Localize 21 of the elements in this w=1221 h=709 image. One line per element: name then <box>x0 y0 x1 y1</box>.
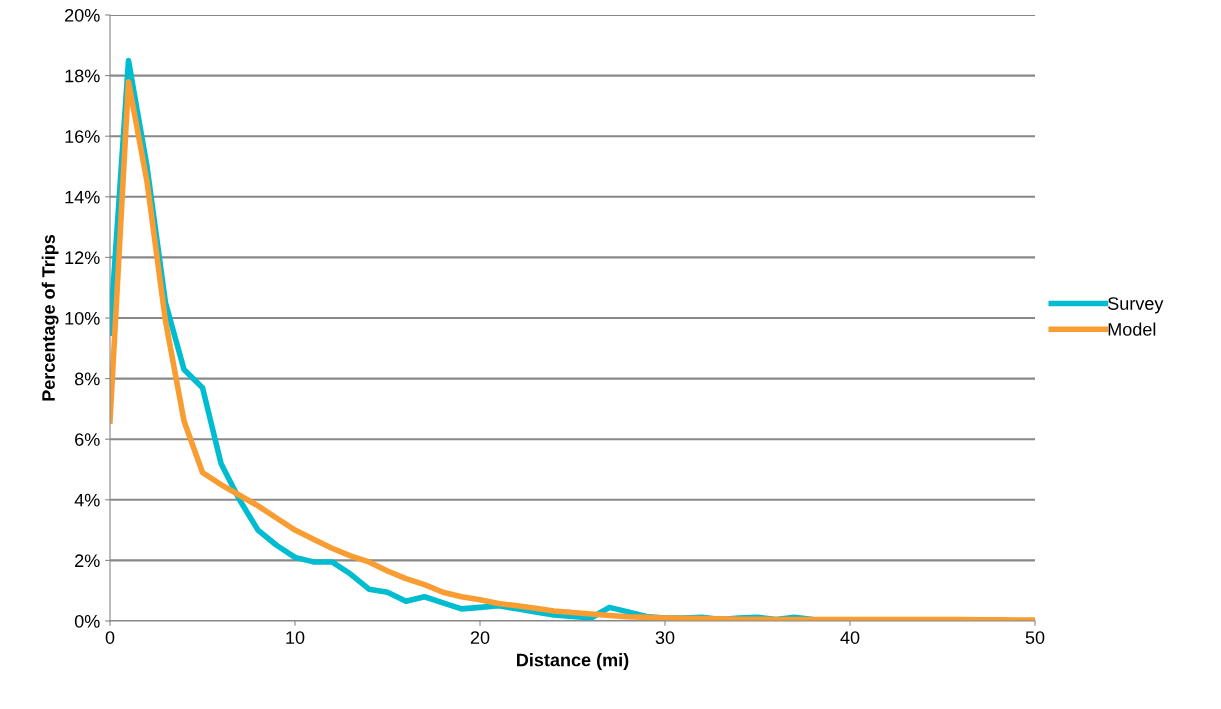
y-tick-label: 16% <box>65 130 100 143</box>
x-tick-label: 50 <box>1025 631 1045 644</box>
y-tick-label: 8% <box>74 372 100 386</box>
y-axis-title: Percentage of Trips <box>41 234 59 401</box>
x-axis-title: Distance (mi) <box>517 653 629 670</box>
y-tick-label: 6% <box>75 433 100 446</box>
y-tick-label: 2% <box>75 554 100 568</box>
y-tick-label: 10% <box>65 311 100 325</box>
x-tick-label: 30 <box>655 631 675 644</box>
x-tick-label: 20 <box>470 631 490 644</box>
y-tick-label: 0% <box>74 614 100 628</box>
legend-label: Model <box>1108 322 1156 336</box>
y-tick-label: 20% <box>65 8 100 22</box>
y-tick-label: 14% <box>65 190 100 204</box>
x-tick-label: 40 <box>840 631 860 644</box>
legend-label: Survey <box>1108 297 1164 314</box>
x-tick-label: 10 <box>286 631 305 644</box>
x-tick-label: 0 <box>105 631 115 644</box>
y-tick-label: 12% <box>65 251 100 265</box>
y-tick-label: 18% <box>65 69 100 83</box>
y-tick-label: 4% <box>74 493 100 507</box>
